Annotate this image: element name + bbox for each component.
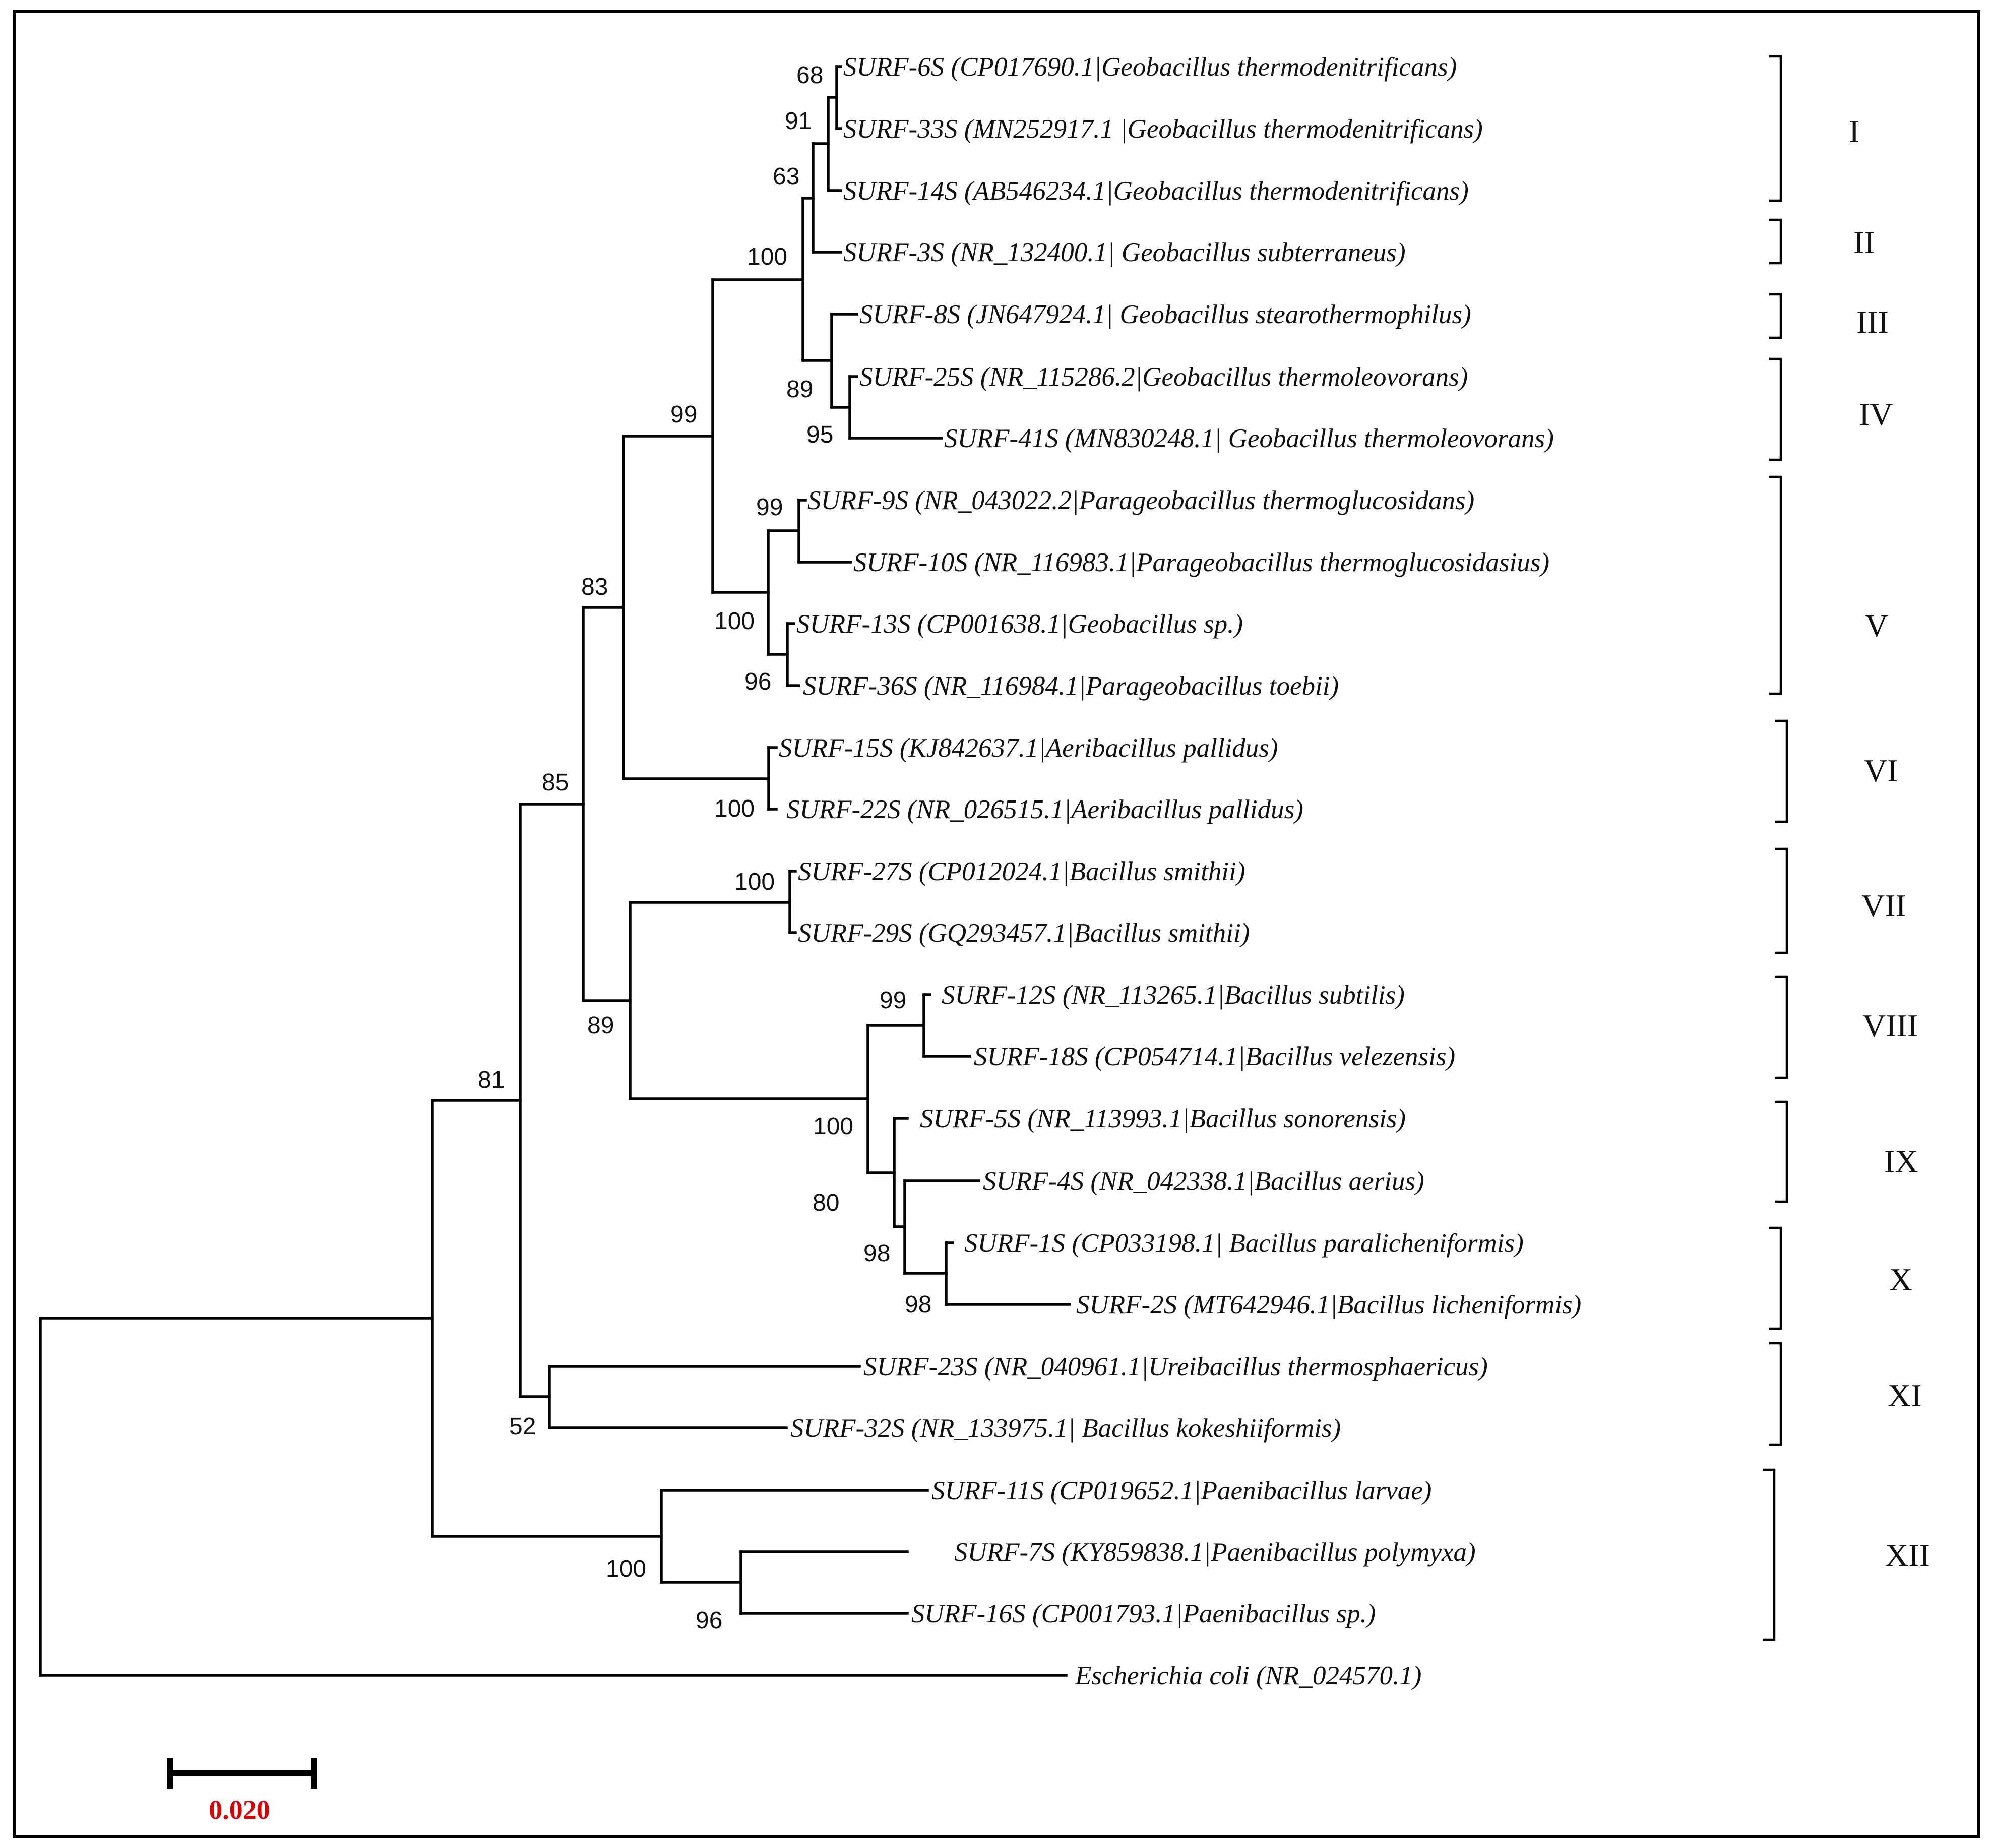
clade-label: I bbox=[1849, 113, 1859, 149]
bootstrap-value: 99 bbox=[670, 401, 697, 428]
scale-bar-label: 0.020 bbox=[209, 1795, 270, 1825]
taxon-label: SURF-2S (MT642946.1|Bacillus licheniform… bbox=[1076, 1290, 1581, 1319]
bootstrap-value: 89 bbox=[587, 1012, 614, 1039]
bootstrap-value: 63 bbox=[773, 163, 799, 190]
taxon-label: SURF-5S (NR_113993.1|Bacillus sonorensis… bbox=[920, 1104, 1406, 1133]
taxon-label: SURF-18S (CP054714.1|Bacillus velezensis… bbox=[974, 1042, 1455, 1071]
taxon-label: SURF-11S (CP019652.1|Paenibacillus larva… bbox=[931, 1476, 1431, 1505]
clade-label: VI bbox=[1864, 753, 1898, 788]
bootstrap-value: 68 bbox=[796, 62, 823, 89]
bootstrap-value: 100 bbox=[734, 869, 775, 895]
taxon-label: SURF-9S (NR_043022.2|Parageobacillus the… bbox=[807, 486, 1474, 515]
clade-label: II bbox=[1853, 224, 1875, 260]
scale-bar: 0.020 bbox=[167, 1758, 317, 1825]
taxon-label: SURF-29S (GQ293457.1|Bacillus smithii) bbox=[798, 918, 1250, 948]
bootstrap-value: 100 bbox=[714, 608, 755, 635]
bootstrap-value: 85 bbox=[542, 769, 569, 796]
taxon-label: SURF-10S (NR_116983.1|Parageobacillus th… bbox=[853, 548, 1549, 577]
taxon-label: SURF-25S (NR_115286.2|Geobacillus thermo… bbox=[859, 362, 1468, 392]
clade-label: VIII bbox=[1862, 1008, 1918, 1043]
bootstrap-value: 80 bbox=[813, 1190, 839, 1216]
bootstrap-value: 100 bbox=[813, 1113, 853, 1140]
bootstrap-value: 98 bbox=[863, 1240, 890, 1267]
taxon-label: SURF-8S (JN647924.1| Geobacillus stearot… bbox=[859, 300, 1471, 329]
bootstrap-value: 91 bbox=[785, 108, 812, 135]
taxon-label: SURF-41S (MN830248.1| Geobacillus thermo… bbox=[944, 424, 1554, 453]
taxon-label: SURF-16S (CP001793.1|Paenibacillus sp.) bbox=[911, 1599, 1376, 1628]
clade-label: IV bbox=[1859, 396, 1893, 432]
bootstrap-value: 96 bbox=[744, 668, 771, 695]
taxon-label: SURF-27S (CP012024.1|Bacillus smithii) bbox=[798, 857, 1245, 886]
taxon-label: Escherichia coli (NR_024570.1) bbox=[1075, 1661, 1421, 1690]
taxon-label: SURF-6S (CP017690.1|Geobacillus thermode… bbox=[843, 52, 1457, 82]
bootstrap-value: 100 bbox=[606, 1556, 646, 1582]
clade-label: XI bbox=[1888, 1378, 1922, 1413]
clade-label: V bbox=[1865, 607, 1888, 643]
clade-label: VII bbox=[1861, 888, 1906, 923]
taxon-labels: SURF-6S (CP017690.1|Geobacillus thermode… bbox=[779, 52, 1581, 1690]
clade-label: XII bbox=[1885, 1537, 1930, 1573]
taxon-label: SURF-13S (CP001638.1|Geobacillus sp.) bbox=[796, 609, 1243, 639]
taxon-label: SURF-36S (NR_116984.1|Parageobacillus to… bbox=[803, 671, 1339, 701]
bootstrap-value: 89 bbox=[786, 376, 813, 403]
bootstrap-value: 99 bbox=[756, 494, 783, 521]
bootstrap-value: 100 bbox=[714, 795, 755, 822]
bootstrap-value: 83 bbox=[581, 574, 608, 600]
taxon-label: SURF-12S (NR_113265.1|Bacillus subtilis) bbox=[942, 980, 1405, 1010]
taxon-label: SURF-23S (NR_040961.1|Ureibacillus therm… bbox=[863, 1352, 1488, 1381]
bootstrap-value: 98 bbox=[905, 1291, 931, 1318]
taxon-label: SURF-14S (AB546234.1|Geobacillus thermod… bbox=[843, 176, 1469, 206]
taxon-label: SURF-22S (NR_026515.1|Aeribacillus palli… bbox=[786, 795, 1303, 824]
figure-frame bbox=[13, 10, 1980, 1838]
clade-labels: I II III IV V VI VII VIII IX X XI XII bbox=[1849, 113, 1930, 1573]
bootstrap-value: 52 bbox=[509, 1413, 536, 1440]
bootstrap-value: 99 bbox=[880, 987, 906, 1014]
tree-branches bbox=[39, 65, 1071, 1677]
taxon-label: SURF-3S (NR_132400.1| Geobacillus subter… bbox=[843, 238, 1406, 267]
bootstrap-value: 81 bbox=[478, 1067, 505, 1093]
bootstrap-value: 95 bbox=[806, 421, 833, 448]
bootstrap-value: 100 bbox=[747, 243, 787, 270]
clade-brackets bbox=[1763, 55, 1788, 1641]
taxon-label: SURF-33S (MN252917.1 |Geobacillus thermo… bbox=[843, 114, 1483, 144]
taxon-label: SURF-7S (KY859838.1|Paenibacillus polymy… bbox=[954, 1537, 1476, 1567]
bootstrap-value: 96 bbox=[696, 1607, 722, 1634]
taxon-label: SURF-4S (NR_042338.1|Bacillus aerius) bbox=[983, 1166, 1424, 1196]
clade-label: III bbox=[1856, 304, 1889, 340]
clade-label: X bbox=[1889, 1262, 1912, 1298]
taxon-label: SURF-32S (NR_133975.1| Bacillus kokeshii… bbox=[790, 1413, 1341, 1443]
taxon-label: SURF-1S (CP033198.1| Bacillus paralichen… bbox=[964, 1228, 1524, 1258]
taxon-label: SURF-15S (KJ842637.1|Aeribacillus pallid… bbox=[779, 733, 1278, 763]
bootstrap-values: 68 91 63 100 89 95 99 99 100 96 83 100 8… bbox=[478, 62, 931, 1634]
clade-label: IX bbox=[1884, 1143, 1918, 1179]
